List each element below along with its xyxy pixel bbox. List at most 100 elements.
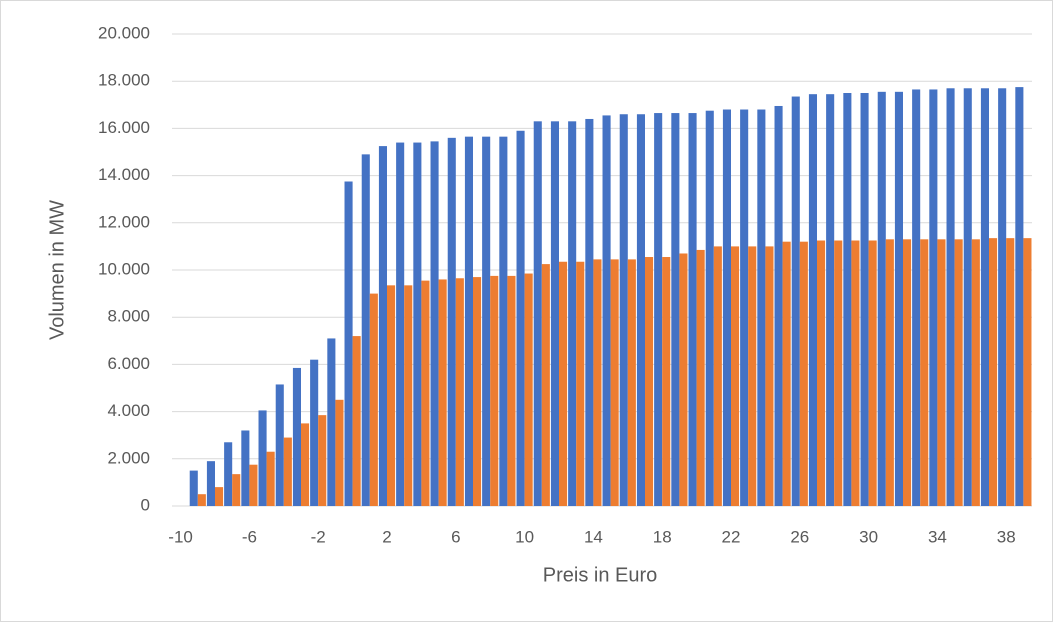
bar <box>757 109 766 507</box>
bar <box>593 259 602 506</box>
x-tick-label: 14 <box>584 527 603 546</box>
bar <box>610 259 619 506</box>
y-tick-label: 12.000 <box>98 212 150 231</box>
bar <box>215 487 224 506</box>
y-tick-label: 10.000 <box>98 259 150 278</box>
bar <box>679 253 688 506</box>
bar <box>748 246 757 506</box>
bar <box>765 246 774 506</box>
y-tick-label: 4.000 <box>107 401 150 420</box>
bar <box>197 494 206 506</box>
bar <box>404 285 413 506</box>
y-axis-title: Volumen in MW <box>46 200 68 340</box>
bar <box>189 470 198 506</box>
bar <box>550 121 559 506</box>
x-tick-label: 2 <box>382 527 391 546</box>
bar <box>885 239 894 506</box>
bar <box>903 239 912 506</box>
bar <box>361 154 370 507</box>
bar <box>352 336 361 506</box>
bar <box>894 91 903 506</box>
bar <box>989 238 998 506</box>
bar <box>310 359 319 506</box>
bar <box>696 249 705 506</box>
bar <box>954 239 963 506</box>
bar <box>980 88 989 506</box>
bar <box>636 114 645 507</box>
bar <box>292 367 301 506</box>
bar <box>619 114 628 507</box>
bar <box>971 239 980 506</box>
y-tick-label: 16.000 <box>98 118 150 137</box>
bar <box>482 136 491 506</box>
bar <box>998 88 1007 506</box>
x-tick-label: 30 <box>859 527 878 546</box>
bar <box>851 240 860 506</box>
bar <box>860 93 869 506</box>
bar <box>455 278 464 506</box>
bar <box>731 246 740 506</box>
bar <box>387 285 396 506</box>
bar <box>774 105 783 506</box>
bar <box>568 121 577 506</box>
bar <box>344 181 353 506</box>
bar <box>301 423 310 506</box>
bar <box>1015 87 1024 506</box>
bar <box>533 121 542 506</box>
bar <box>576 261 585 506</box>
y-tick-label: 20.000 <box>98 23 150 42</box>
bar <box>499 136 508 506</box>
bar <box>206 461 215 506</box>
y-tick-label: 18.000 <box>98 71 150 90</box>
bar <box>602 115 611 507</box>
bar <box>843 93 852 506</box>
x-axis-title: Preis in Euro <box>543 564 658 586</box>
bar <box>1006 238 1015 506</box>
bar <box>266 451 275 506</box>
y-tick-label: 6.000 <box>107 354 150 373</box>
bar <box>516 130 525 506</box>
x-tick-label: 34 <box>928 527 947 546</box>
bar <box>524 273 533 506</box>
bar <box>507 275 516 506</box>
bar <box>963 88 972 506</box>
bar <box>929 89 938 507</box>
bar <box>627 259 636 506</box>
bar <box>808 94 817 507</box>
bar <box>946 88 955 506</box>
bar <box>541 264 550 506</box>
bar <box>318 415 327 506</box>
bar <box>283 437 292 506</box>
bar <box>421 280 430 506</box>
y-tick-label: 0 <box>141 495 150 514</box>
bar <box>473 277 482 506</box>
bar <box>585 118 594 507</box>
bar <box>438 279 447 506</box>
bar <box>430 141 439 506</box>
x-tick-label: -10 <box>168 527 193 546</box>
bar <box>327 338 336 506</box>
bar <box>688 113 697 506</box>
bar <box>791 96 800 506</box>
bar <box>826 94 835 507</box>
bar <box>645 257 654 506</box>
x-tick-label: 10 <box>515 527 534 546</box>
x-tick-label: -6 <box>242 527 257 546</box>
bar <box>834 240 843 506</box>
bar <box>464 136 473 506</box>
bar <box>799 241 808 506</box>
bar <box>249 464 258 506</box>
bar <box>490 275 499 506</box>
bar <box>258 410 267 506</box>
bar <box>654 113 663 506</box>
bar <box>705 110 714 506</box>
bar <box>713 246 722 506</box>
x-tick-label: -2 <box>311 527 326 546</box>
bar <box>275 384 284 506</box>
x-tick-label: 38 <box>997 527 1016 546</box>
bar <box>241 430 250 506</box>
bar <box>877 91 886 506</box>
bar <box>722 109 731 507</box>
